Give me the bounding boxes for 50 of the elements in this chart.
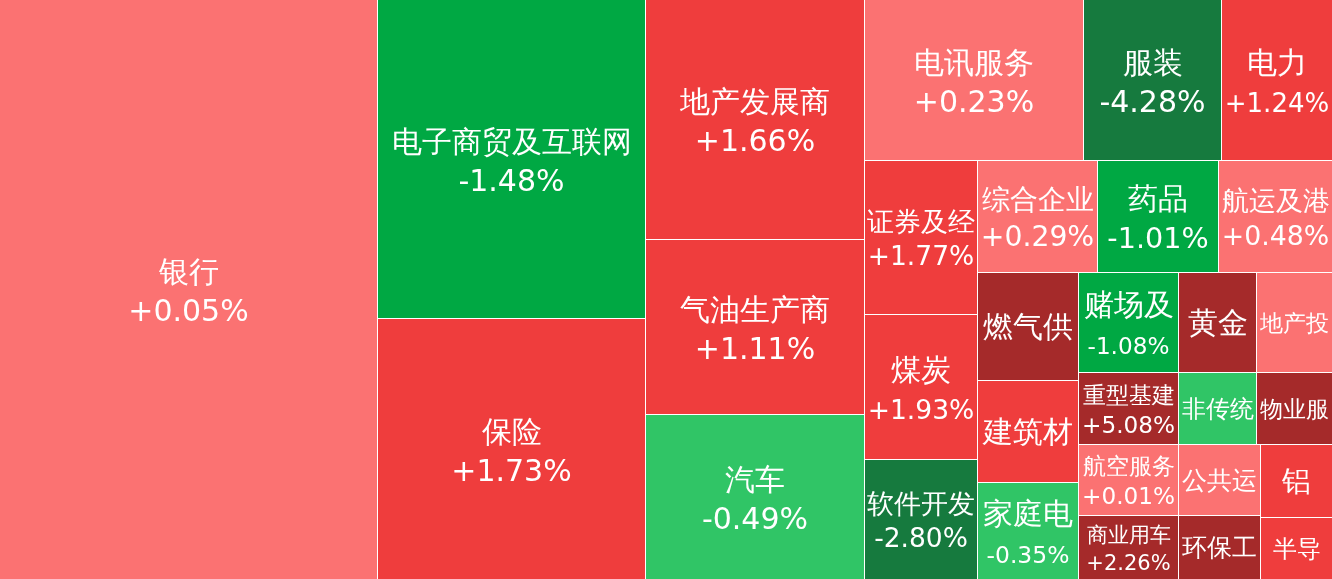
category-label: 非传统 xyxy=(1181,394,1254,423)
category-label: 煤炭 xyxy=(891,351,951,387)
category-label: 赌场及 xyxy=(1083,287,1174,322)
data-label: +1.24% xyxy=(1224,87,1330,118)
data-label: +2.26% xyxy=(1086,550,1171,575)
category-label: 建筑材 xyxy=(982,414,1073,449)
category-label: 药品 xyxy=(1128,181,1188,216)
data-label: -1.08% xyxy=(1087,332,1170,359)
category-label: 地产投 xyxy=(1259,309,1329,336)
category-label: 电子商贸及互联网 xyxy=(391,123,632,159)
category-label: 物业服 xyxy=(1260,395,1329,422)
category-label: 半导 xyxy=(1272,534,1321,564)
category-label: 电讯服务 xyxy=(914,44,1034,80)
data-label: -2.80% xyxy=(874,522,968,554)
category-label: 银行 xyxy=(157,254,219,289)
data-label: +1.73% xyxy=(451,452,572,488)
category-label: 服装 xyxy=(1122,44,1183,80)
data-label: +1.93% xyxy=(867,393,975,425)
category-label: 电力 xyxy=(1247,44,1307,80)
category-label: 汽车 xyxy=(725,461,785,497)
data-label: +1.77% xyxy=(867,240,975,272)
category-label: 气油生产商 xyxy=(680,291,830,327)
data-label: +0.29% xyxy=(980,220,1095,254)
data-label: +1.66% xyxy=(694,123,816,158)
category-label: 环保工 xyxy=(1182,533,1257,563)
data-label: +1.11% xyxy=(694,330,816,366)
data-label: -1.01% xyxy=(1107,221,1209,255)
category-label: 家庭电 xyxy=(983,495,1073,531)
data-label: +0.48% xyxy=(1221,219,1330,251)
category-label: 航运及港 xyxy=(1221,184,1330,216)
data-label: +5.08% xyxy=(1082,410,1175,438)
category-label: 燃气供 xyxy=(983,309,1073,344)
category-label: 保险 xyxy=(481,413,542,449)
data-label: -4.28% xyxy=(1099,83,1206,119)
category-label: 综合企业 xyxy=(981,183,1094,217)
data-label: -0.35% xyxy=(986,540,1070,569)
category-label: 重型基建 xyxy=(1082,380,1175,408)
category-label: 公共运 xyxy=(1182,465,1257,495)
category-label: 黄金 xyxy=(1187,305,1248,340)
data-label: +0.01% xyxy=(1082,482,1175,510)
data-label: -1.48% xyxy=(458,162,565,198)
data-label: +0.05% xyxy=(128,293,249,328)
category-label: 地产发展商 xyxy=(679,84,830,119)
category-label: 商业用车 xyxy=(1086,523,1171,548)
data-label: +0.23% xyxy=(913,83,1035,119)
category-label: 证券及经 xyxy=(867,205,975,237)
category-label: 铝 xyxy=(1281,464,1311,499)
category-label: 航空服务 xyxy=(1082,452,1175,480)
data-label: -0.49% xyxy=(701,500,809,536)
category-label: 软件开发 xyxy=(867,487,975,519)
